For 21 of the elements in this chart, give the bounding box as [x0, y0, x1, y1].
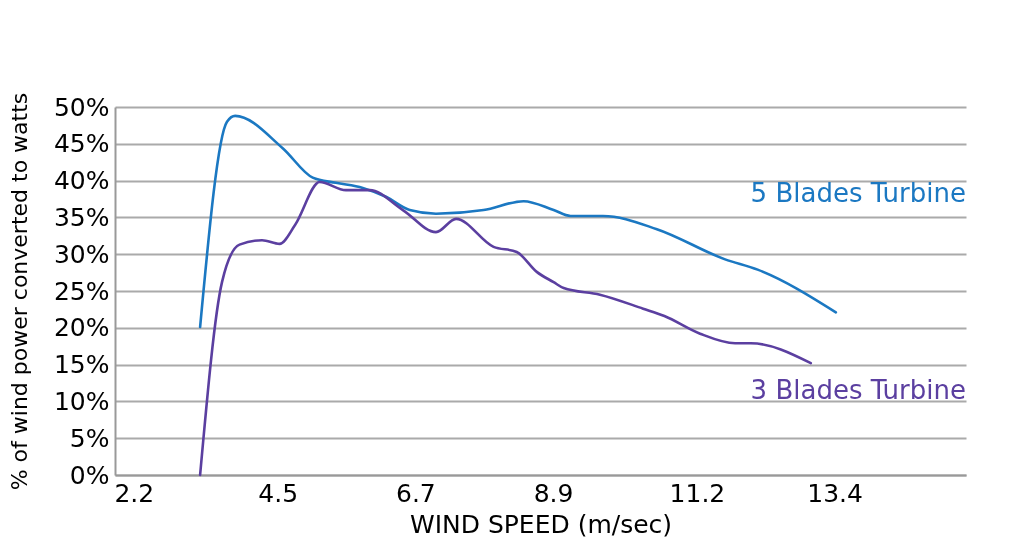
- y-tick-label: 30%: [53, 239, 110, 269]
- x-tick-label: 11.2: [669, 478, 726, 508]
- x-tick-label: 4.5: [258, 478, 299, 508]
- y-tick-label: 25%: [53, 276, 110, 306]
- x-tick-label: 2.2: [114, 478, 155, 508]
- x-axis-title: WIND SPEED (m/sec): [409, 509, 673, 539]
- x-tick-label: 6.7: [395, 478, 436, 508]
- y-tick-label: 10%: [53, 386, 110, 416]
- y-tick-label: 35%: [53, 202, 110, 232]
- x-tick-label: 8.9: [533, 478, 574, 508]
- y-tick-label: 5%: [69, 423, 110, 453]
- text: 5 Blades Turbine: [750, 178, 966, 209]
- y-tick-label: 0%: [69, 460, 110, 490]
- series-label: 3 Blades Turbine: [750, 375, 966, 406]
- y-tick-label: 15%: [53, 350, 110, 380]
- x-tick-label: 13.4: [807, 478, 863, 508]
- y-axis-title: % of wind power converted to watts: [6, 92, 32, 491]
- y-tick-label: 20%: [53, 313, 110, 343]
- y-tick-label: 50%: [53, 92, 110, 122]
- y-tick-label: 45%: [53, 129, 110, 159]
- y-tick-label: 40%: [53, 166, 110, 196]
